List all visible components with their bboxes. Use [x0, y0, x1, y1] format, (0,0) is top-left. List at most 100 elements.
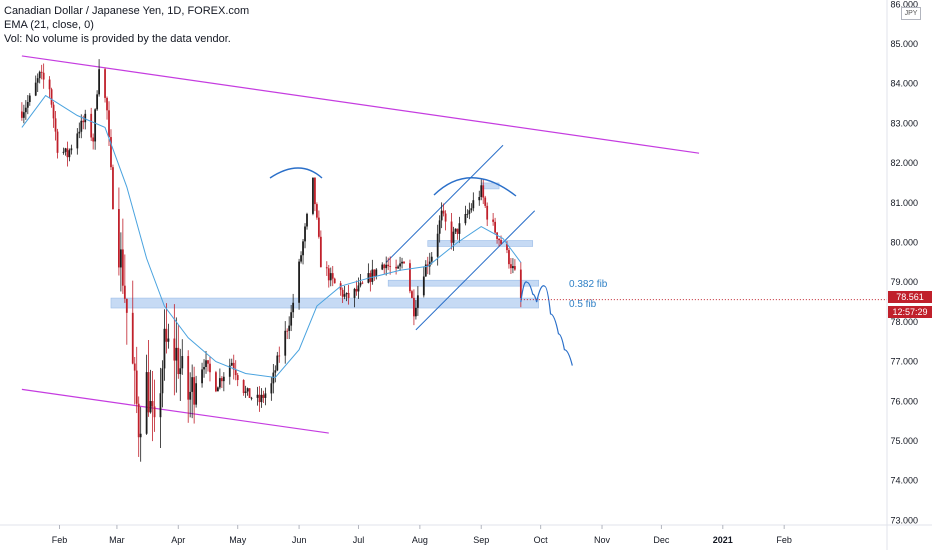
- candle-body: [153, 406, 156, 418]
- candle-body: [205, 360, 207, 367]
- top-arc-june[interactable]: [269, 167, 323, 179]
- fib-382-label: 0.382 fib: [569, 279, 608, 290]
- time-tick-label: Aug: [412, 535, 428, 545]
- candle-body: [353, 288, 356, 298]
- fib-labels: 0.382 fib 0.5 fib: [569, 279, 608, 310]
- candle-body: [359, 282, 362, 286]
- projection-line[interactable]: [520, 281, 573, 366]
- candle-body: [149, 401, 152, 413]
- candle-body: [317, 217, 320, 237]
- candle-body: [135, 370, 138, 404]
- candle-body: [456, 228, 459, 234]
- candle-body: [193, 377, 196, 405]
- candle-body: [20, 111, 23, 118]
- candle-body: [173, 338, 176, 361]
- time-axis[interactable]: Feb Mar Apr May Jun Jul Aug Sep Oct Nov Dec 2021 Feb: [52, 525, 792, 545]
- candle-body: [345, 292, 348, 295]
- candle-body: [94, 109, 97, 142]
- candle-body: [217, 387, 219, 392]
- candle-body: [145, 372, 148, 434]
- candle-body: [430, 256, 433, 262]
- candle-body: [415, 307, 417, 317]
- time-tick-label: Mar: [109, 535, 125, 545]
- candle-body: [512, 266, 514, 269]
- candle-body: [50, 89, 53, 105]
- candle-body: [484, 197, 487, 206]
- candle-body: [131, 312, 134, 364]
- candle-body: [424, 264, 427, 277]
- candle-body: [123, 285, 126, 299]
- price-tick-label: 84.000: [890, 79, 918, 89]
- candle-body: [361, 282, 364, 284]
- candle-body: [222, 376, 225, 382]
- symbol-title[interactable]: Canadian Dollar / Japanese Yen, 1D, FORE…: [4, 5, 250, 17]
- candle-body: [64, 148, 67, 152]
- candle-body: [306, 213, 308, 227]
- price-tick-label: 74.000: [890, 476, 918, 486]
- candle-body: [286, 330, 289, 332]
- candle-body: [42, 72, 45, 80]
- candle-body: [288, 325, 291, 331]
- candle-body: [397, 266, 399, 269]
- candle-body: [104, 69, 106, 98]
- candle-body: [201, 369, 203, 384]
- candle-body: [389, 266, 392, 267]
- candle-body: [167, 338, 170, 342]
- price-tick-label: 83.000: [890, 118, 918, 128]
- price-tick-label: 79.000: [890, 277, 918, 287]
- channel-line[interactable]: [21, 388, 329, 434]
- currency-badge[interactable]: JPY: [901, 7, 921, 20]
- candle-body: [36, 78, 39, 83]
- candle-body: [401, 261, 403, 264]
- candle-body: [159, 393, 162, 418]
- ema-polyline: [21, 94, 522, 379]
- candle-body: [215, 372, 217, 392]
- candle-body: [108, 110, 110, 138]
- candle-body: [66, 148, 69, 158]
- price-axis[interactable]: 86.000 85.000 84.000 83.000 82.000 81.000 80.0…: [890, 0, 918, 525]
- rising-channel-line[interactable]: [415, 210, 536, 331]
- price-tick-label: 82.000: [890, 158, 918, 168]
- candle-body: [26, 102, 29, 108]
- channel-line[interactable]: [21, 55, 700, 154]
- candle-body: [52, 104, 55, 119]
- volume-legend[interactable]: Vol: No volume is provided by the data v…: [4, 33, 231, 45]
- candle-body: [139, 433, 142, 438]
- candle-body: [276, 355, 279, 371]
- candle-body: [304, 226, 306, 242]
- candle-body: [228, 365, 231, 377]
- candle-body: [80, 120, 83, 132]
- candle-body: [314, 177, 316, 205]
- candle-body: [260, 394, 263, 403]
- candle-body: [242, 380, 245, 394]
- candle-body: [409, 263, 411, 292]
- candle-body: [262, 394, 265, 398]
- candle-body: [112, 167, 114, 210]
- candle-body: [234, 369, 237, 376]
- candle-body: [161, 368, 164, 394]
- candle-body: [137, 403, 140, 438]
- candle-body: [387, 264, 390, 267]
- candle-body: [250, 397, 253, 399]
- rising-channel-line[interactable]: [385, 144, 504, 263]
- candle-body: [438, 220, 441, 234]
- candle-body: [472, 200, 475, 209]
- candle-body: [48, 79, 51, 90]
- top-arc-september[interactable]: [433, 177, 517, 197]
- candle-body: [189, 391, 192, 400]
- price-zone: [387, 279, 539, 287]
- time-tick-label: Jul: [353, 535, 365, 545]
- candle-body: [492, 219, 495, 222]
- support-resistance-zones: [110, 182, 539, 309]
- candle-body: [416, 295, 419, 308]
- candle-body: [341, 289, 344, 297]
- ema-legend[interactable]: EMA (21, close, 0): [4, 19, 94, 31]
- candle-body: [179, 368, 182, 375]
- time-tick-label: Sep: [473, 535, 489, 545]
- candle-body: [133, 363, 136, 371]
- candle-body: [331, 273, 334, 279]
- candle-body: [54, 118, 57, 132]
- candle-body: [292, 302, 295, 313]
- candle-body: [118, 209, 120, 268]
